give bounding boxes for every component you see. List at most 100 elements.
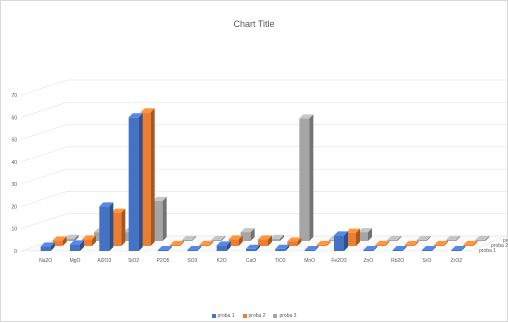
bar-side-face [150, 108, 155, 247]
bar-front-face [94, 232, 104, 241]
bar-top-face [246, 244, 260, 249]
bar-top-face [475, 235, 490, 240]
bar-front-face [111, 212, 122, 246]
bar-top-face [451, 246, 466, 250]
bar-3-tio2 [299, 114, 314, 241]
bar-top-face [446, 235, 460, 240]
bar-top-face [316, 240, 331, 245]
bar-top-face [182, 235, 196, 240]
bar-top-face [211, 235, 226, 240]
bar-2-k2o [228, 235, 243, 246]
bar-top-face [52, 236, 67, 241]
bar-side-face [62, 236, 67, 246]
bar-front-face [328, 239, 339, 241]
bar-2-fe2o3 [346, 228, 360, 246]
bar-side-face [285, 244, 290, 251]
bar-front-face [358, 232, 368, 241]
bar-front-face [316, 244, 327, 246]
bar-front-face [40, 246, 51, 251]
bar-side-face [180, 240, 184, 246]
legend-swatch-2 [242, 314, 247, 318]
y-tick-label-2: 20 [11, 204, 17, 210]
bar-top-face [111, 208, 126, 213]
bar-top-face [216, 241, 231, 246]
bar-top-face [287, 237, 302, 242]
bar-3-rb2o [416, 235, 431, 241]
bar-2-so3 [199, 240, 214, 246]
bar-side-face [314, 246, 319, 251]
x-tick-label-5: P2O5 [157, 258, 170, 264]
bar-side-face [109, 202, 114, 251]
y-tick-label-4: 40 [11, 160, 17, 166]
bar-side-face [256, 244, 260, 251]
bar-front-face [182, 239, 192, 241]
bar-side-face [238, 235, 243, 246]
bar-front-face [140, 112, 151, 247]
bar-front-face [416, 239, 427, 241]
bar-top-face [70, 240, 84, 245]
bar-front-face [170, 244, 180, 246]
bar-front-face [199, 244, 210, 246]
bar-front-face [246, 248, 256, 251]
x-tick-label-7: K2O [217, 258, 227, 264]
bar-3-sro [446, 235, 460, 241]
bar-top-face [158, 246, 172, 250]
y-tick-label-5: 50 [11, 138, 17, 144]
bar-2-zno [375, 240, 390, 246]
legend-swatch-3 [273, 314, 278, 318]
y-tick-label-3: 30 [11, 182, 17, 188]
bar-top-face [187, 246, 202, 250]
legend-label-2: proba 2 [248, 313, 266, 319]
bar-side-face [385, 240, 390, 246]
bar-front-face [70, 244, 80, 251]
bar-2-sio2 [140, 108, 155, 247]
bar-1-mno [304, 246, 319, 251]
bar-top-face [434, 240, 448, 245]
bar-top-face [375, 240, 390, 245]
bar-side-face [456, 235, 460, 241]
bar-3-fe2o3 [358, 228, 372, 241]
bar-1-sio2 [128, 113, 143, 252]
bar-side-face [162, 196, 167, 241]
bar-top-face [463, 240, 478, 245]
bar-side-face [485, 235, 490, 241]
bar-side-face [221, 235, 226, 241]
depth-label-1: proba 1 [479, 248, 496, 254]
bar-side-face [356, 228, 360, 246]
bar-3-sio2 [152, 196, 167, 241]
bar-front-face [52, 240, 63, 246]
x-tick-label-12: ZnO [363, 258, 373, 264]
x-tick-label-14: SrO [423, 258, 432, 264]
bar-top-face [82, 235, 96, 240]
bar-side-face [121, 208, 126, 246]
bar-side-face [138, 113, 143, 252]
chart-title: Chart Title [233, 19, 275, 29]
bar-1-mgo [70, 240, 84, 251]
legend-item-3: proba 3 [273, 313, 296, 319]
bar-1-zro2 [451, 246, 466, 251]
x-tick-label-4: SiO2 [128, 258, 139, 264]
bar-side-face [250, 228, 255, 241]
bar-2-cao [258, 235, 272, 246]
bar-1-p2o5 [158, 246, 172, 251]
y-tick-label-6: 60 [11, 115, 17, 121]
bar-front-face [128, 117, 139, 252]
depth-label-3: proba [503, 238, 508, 244]
legend-label-3: proba 3 [279, 313, 297, 319]
x-tick-label-9: TiO2 [275, 258, 286, 264]
bar-3-zno [387, 235, 402, 241]
bar-side-face [402, 246, 407, 251]
bar-side-face [168, 246, 172, 251]
bar-top-face [240, 228, 255, 233]
bar-side-face [92, 235, 96, 246]
x-tick-label-1: Na2O [39, 258, 52, 264]
bar-top-face [346, 228, 360, 233]
legend-swatch-1 [211, 314, 216, 318]
x-tick-label-6: SO3 [187, 258, 197, 264]
bar-3-so3 [211, 235, 226, 241]
bar-front-face [392, 250, 403, 251]
y-tick-label-0: 0 [14, 249, 17, 255]
bar-1-sro [422, 246, 436, 251]
